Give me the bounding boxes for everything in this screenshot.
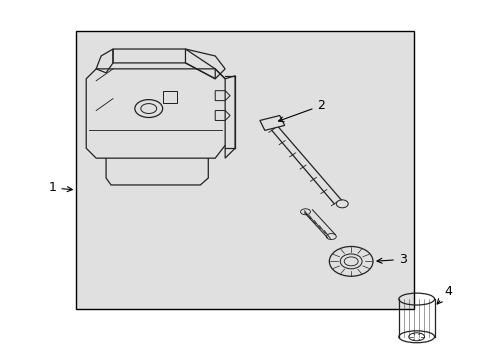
Bar <box>163 91 176 103</box>
Text: 2: 2 <box>278 99 325 122</box>
Text: 1: 1 <box>48 181 72 194</box>
Text: 4: 4 <box>436 285 451 304</box>
Bar <box>76 31 413 309</box>
Text: 3: 3 <box>376 253 406 266</box>
